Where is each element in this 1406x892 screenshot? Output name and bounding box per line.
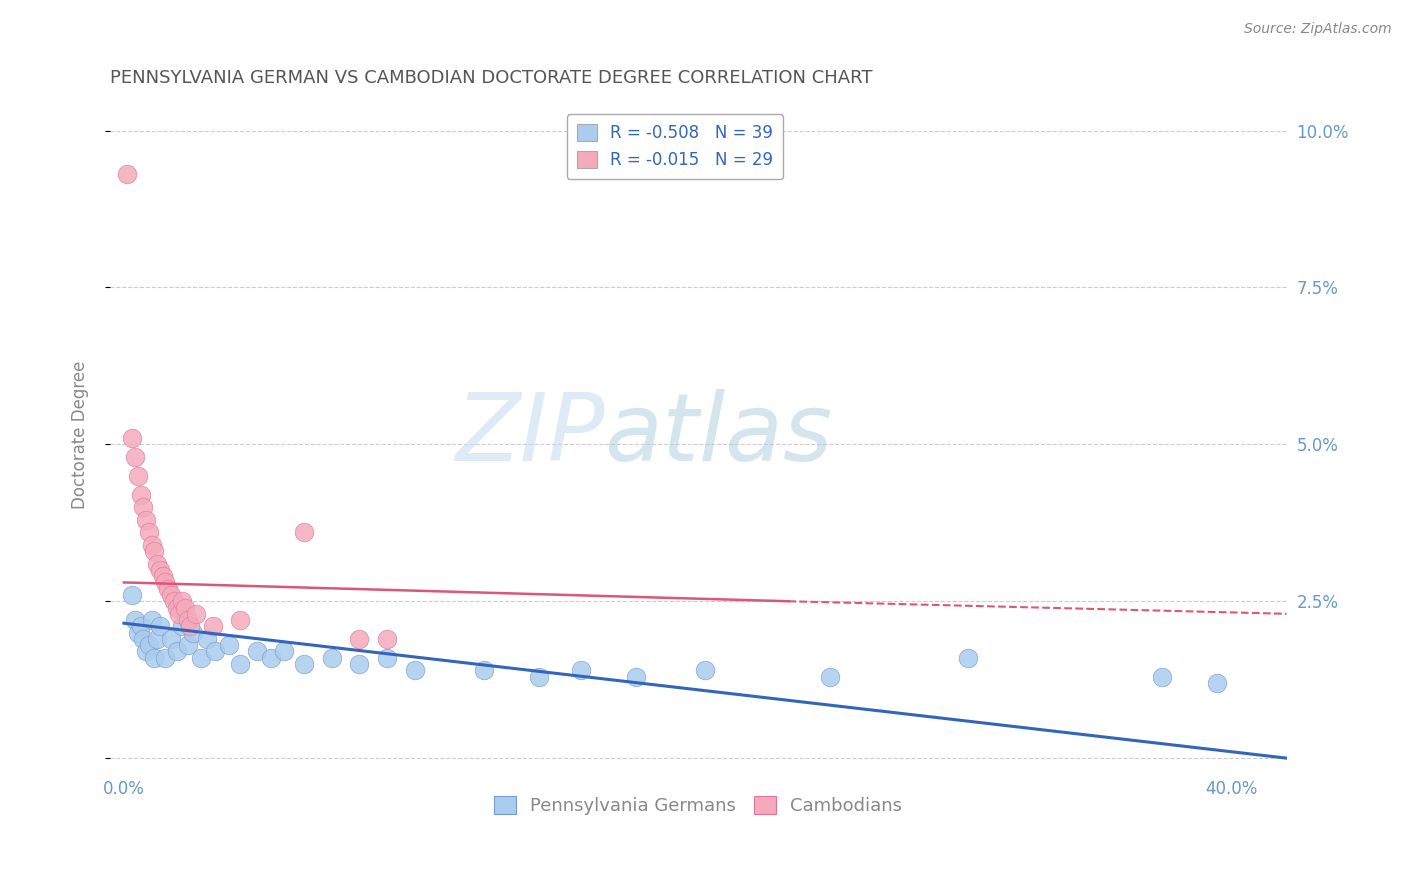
Point — [129, 487, 152, 501]
Point — [157, 582, 180, 596]
Y-axis label: Doctorate Degree: Doctorate Degree — [72, 360, 89, 509]
Point — [569, 663, 592, 677]
Point — [218, 638, 240, 652]
Point — [155, 650, 177, 665]
Point — [179, 619, 201, 633]
Text: PENNSYLVANIA GERMAN VS CAMBODIAN DOCTORATE DEGREE CORRELATION CHART: PENNSYLVANIA GERMAN VS CAMBODIAN DOCTORA… — [110, 69, 873, 87]
Point — [181, 625, 204, 640]
Point — [818, 669, 841, 683]
Legend: Pennsylvania Germans, Cambodians: Pennsylvania Germans, Cambodians — [486, 789, 910, 822]
Point — [347, 632, 370, 646]
Point — [184, 607, 207, 621]
Point — [246, 644, 269, 658]
Text: atlas: atlas — [605, 390, 832, 481]
Point — [229, 657, 252, 671]
Point — [201, 619, 224, 633]
Point — [1206, 676, 1229, 690]
Point — [143, 650, 166, 665]
Point — [149, 619, 172, 633]
Point — [204, 644, 226, 658]
Point — [141, 538, 163, 552]
Point — [1150, 669, 1173, 683]
Point — [166, 644, 188, 658]
Point — [229, 613, 252, 627]
Point — [146, 557, 169, 571]
Point — [115, 168, 138, 182]
Point — [138, 525, 160, 540]
Point — [152, 569, 174, 583]
Point — [129, 619, 152, 633]
Point — [166, 600, 188, 615]
Point — [124, 450, 146, 464]
Point — [127, 468, 149, 483]
Point — [135, 513, 157, 527]
Point — [169, 607, 191, 621]
Point — [143, 544, 166, 558]
Point — [404, 663, 426, 677]
Point — [292, 657, 315, 671]
Point — [321, 650, 343, 665]
Point — [170, 619, 193, 633]
Point — [176, 638, 198, 652]
Point — [624, 669, 647, 683]
Point — [141, 613, 163, 627]
Point — [149, 563, 172, 577]
Point — [135, 644, 157, 658]
Point — [132, 632, 155, 646]
Point — [127, 625, 149, 640]
Point — [375, 632, 398, 646]
Point — [146, 632, 169, 646]
Point — [163, 594, 186, 608]
Point — [173, 600, 195, 615]
Point — [527, 669, 550, 683]
Point — [472, 663, 495, 677]
Point — [695, 663, 717, 677]
Point — [195, 632, 218, 646]
Point — [347, 657, 370, 671]
Point — [273, 644, 295, 658]
Text: ZIP: ZIP — [454, 390, 605, 481]
Point — [957, 650, 980, 665]
Point — [132, 500, 155, 515]
Text: Source: ZipAtlas.com: Source: ZipAtlas.com — [1244, 22, 1392, 37]
Point — [155, 575, 177, 590]
Point — [176, 613, 198, 627]
Point — [190, 650, 212, 665]
Point — [292, 525, 315, 540]
Point — [160, 632, 183, 646]
Point — [170, 594, 193, 608]
Point — [138, 638, 160, 652]
Point — [124, 613, 146, 627]
Point — [121, 431, 143, 445]
Point — [375, 650, 398, 665]
Point — [121, 588, 143, 602]
Point — [160, 588, 183, 602]
Point — [259, 650, 281, 665]
